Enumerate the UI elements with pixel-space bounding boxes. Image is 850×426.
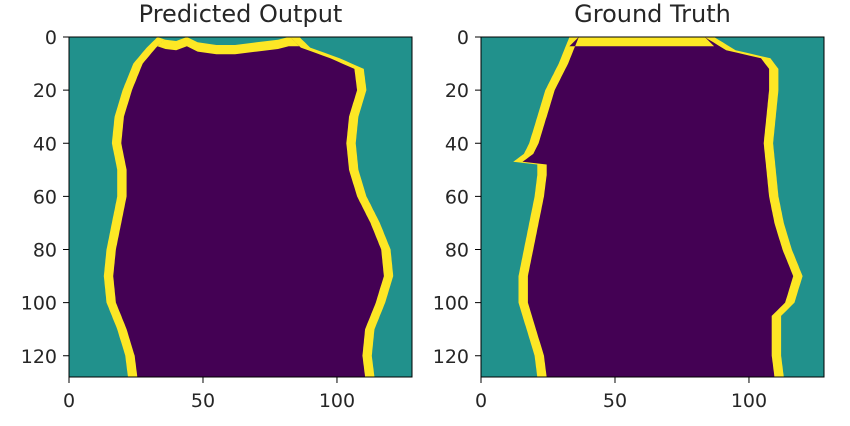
predicted-output-ytick-label: 120 [21,346,57,368]
predicted-output-ytick-label: 20 [33,80,57,102]
predicted-output-axes-frame [68,36,413,378]
predicted-output-ytick-label: 0 [45,27,57,49]
ground-truth-ytick-label: 80 [445,240,469,262]
predicted-output-title: Predicted Output [139,0,343,28]
predicted-output-panel: Predicted Output 0 50 100 0 20 40 60 80 100 120 [21,0,413,412]
ground-truth-title: Ground Truth [574,0,731,28]
predicted-output-ytick-label: 60 [33,186,57,208]
ground-truth-ytick-label: 120 [433,346,469,368]
ground-truth-axes-frame [480,36,825,378]
ground-truth-ytick-label: 60 [445,186,469,208]
predicted-output-image-area [103,37,394,377]
ground-truth-image-area [513,37,803,377]
predicted-output-xtick-label: 50 [191,390,215,412]
predicted-output-ytick-label: 80 [33,240,57,262]
ground-truth-xtick-label: 100 [731,390,767,412]
ground-truth-ytick-label: 100 [433,293,469,315]
ground-truth-panel: Ground Truth 0 50 100 0 20 40 60 80 100 120 [433,0,825,412]
ground-truth-ytick-label: 40 [445,133,469,155]
predicted-output-ytick-label: 40 [33,133,57,155]
predicted-output-ytick-label: 100 [21,293,57,315]
ground-truth-ytick-label: 20 [445,80,469,102]
ground-truth-interior-region [522,37,794,377]
ground-truth-xtick-label: 50 [603,390,627,412]
predicted-output-interior-region [113,37,384,377]
ground-truth-ytick-label: 0 [457,27,469,49]
predicted-output-xtick-label: 0 [63,390,75,412]
predicted-output-xtick-label: 100 [319,390,355,412]
ground-truth-xtick-label: 0 [475,390,487,412]
